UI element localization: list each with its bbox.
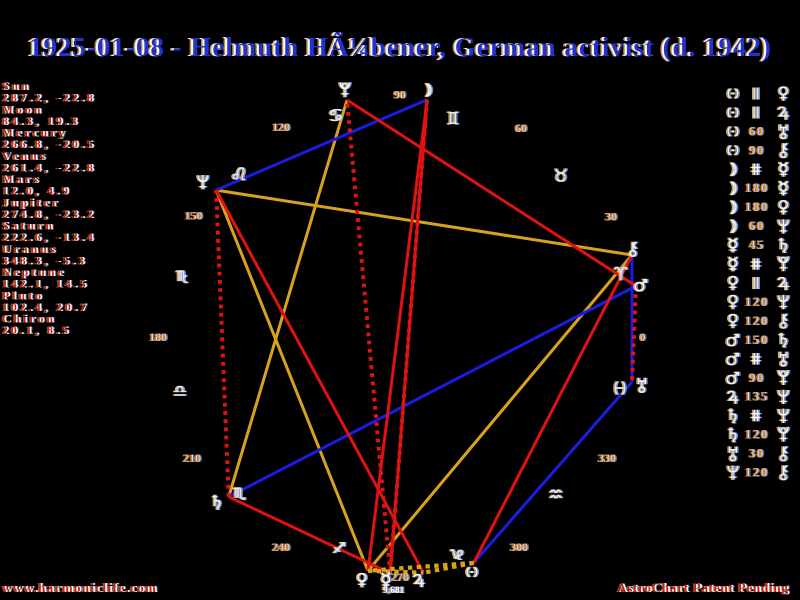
svg-text:84.3, 19.3: 84.3, 19.3	[2, 116, 80, 128]
svg-text:270: 270	[390, 570, 408, 584]
svg-text:300: 300	[509, 540, 527, 554]
svg-text:20.1, 8.5: 20.1, 8.5	[2, 325, 71, 337]
svg-text:AstroChart Patent Pending: AstroChart Patent Pending	[617, 580, 789, 595]
svg-text:274.8, -23.2: 274.8, -23.2	[2, 209, 96, 221]
svg-text:Neptune: Neptune	[2, 267, 66, 279]
svg-text:Pluto: Pluto	[2, 290, 44, 302]
svg-text:180: 180	[148, 330, 166, 344]
svg-text:60: 60	[748, 219, 764, 233]
svg-text:210: 210	[182, 451, 200, 465]
svg-text:266.8, -20.5: 266.8, -20.5	[2, 139, 96, 151]
svg-text:45: 45	[748, 238, 764, 252]
svg-text:www.harmoniclife.com: www.harmoniclife.com	[2, 580, 156, 595]
svg-text:120: 120	[744, 466, 768, 480]
svg-text:222.6, -13.4: 222.6, -13.4	[2, 232, 96, 244]
svg-text:348.3, -5.3: 348.3, -5.3	[2, 256, 87, 268]
svg-text:30: 30	[748, 447, 764, 461]
svg-text:Moon: Moon	[2, 104, 44, 116]
svg-text:180: 180	[744, 200, 768, 214]
svg-text:Mars: Mars	[2, 174, 41, 186]
svg-text:120: 120	[744, 295, 768, 309]
svg-text:142.1, 14.5: 142.1, 14.5	[2, 279, 89, 291]
svg-text:120: 120	[744, 428, 768, 442]
svg-text:30: 30	[604, 210, 616, 224]
svg-text:60: 60	[514, 121, 526, 135]
svg-text:90: 90	[393, 88, 405, 102]
svg-text:287.2, -22.8: 287.2, -22.8	[2, 93, 96, 105]
svg-text:9,681: 9,681	[383, 586, 405, 596]
svg-text:330: 330	[597, 451, 615, 465]
svg-text:Sun: Sun	[2, 81, 31, 93]
svg-text:150: 150	[184, 209, 202, 223]
svg-text:1925-01-08 - Helmuth HÃ¼bener,: 1925-01-08 - Helmuth HÃ¼bener, German ac…	[29, 32, 771, 62]
svg-text:240: 240	[271, 540, 289, 554]
svg-text:90: 90	[748, 371, 764, 385]
svg-text:150: 150	[744, 333, 768, 347]
svg-text:Venus: Venus	[2, 151, 48, 163]
svg-text:102.4, 20.7: 102.4, 20.7	[2, 302, 89, 314]
svg-text:261.4, -22.8: 261.4, -22.8	[2, 162, 96, 174]
svg-text:180: 180	[744, 181, 768, 195]
svg-text:120: 120	[271, 120, 289, 134]
svg-text:Mercury: Mercury	[2, 128, 68, 140]
svg-text:Jupiter: Jupiter	[2, 197, 60, 209]
svg-text:Saturn: Saturn	[2, 221, 55, 233]
svg-text:60: 60	[748, 124, 764, 138]
svg-text:0: 0	[639, 330, 645, 344]
svg-text:120: 120	[744, 314, 768, 328]
svg-text:Uranus: Uranus	[2, 244, 58, 256]
svg-text:Chiron: Chiron	[2, 314, 56, 326]
svg-text:90: 90	[748, 143, 764, 157]
svg-text:135: 135	[744, 390, 768, 404]
svg-text:12.0, 4.9: 12.0, 4.9	[2, 186, 71, 198]
